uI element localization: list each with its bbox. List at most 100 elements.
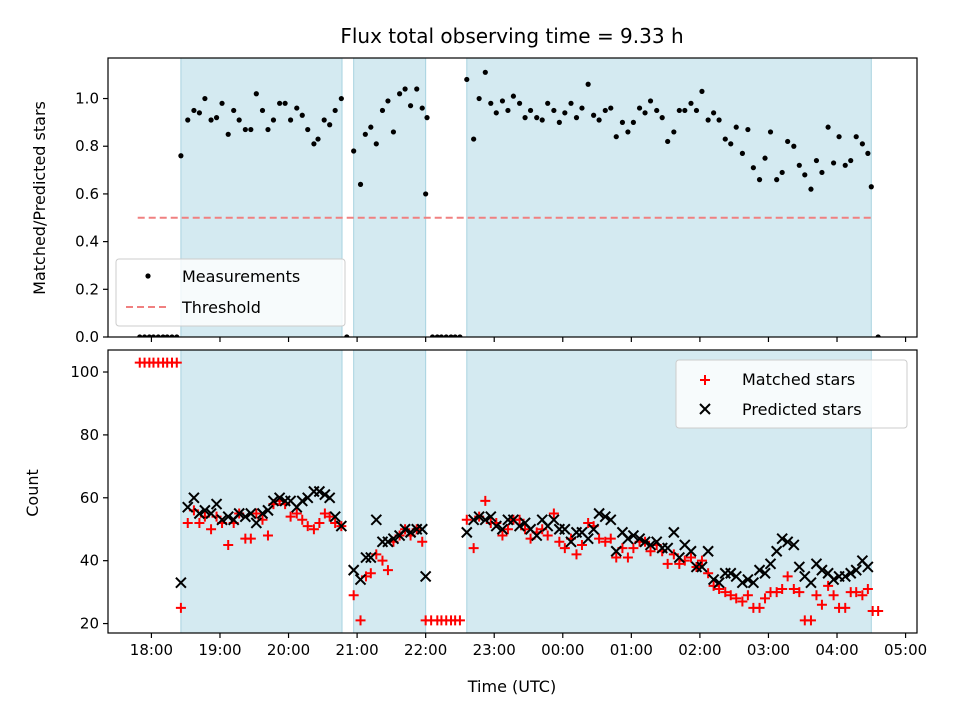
measurement-point <box>155 334 161 337</box>
measurement-point <box>551 107 557 114</box>
measurement-point <box>722 136 728 142</box>
measurement-point <box>779 169 785 176</box>
matched-stars-point <box>594 533 605 544</box>
predicted-stars-point <box>610 545 622 557</box>
measurement-point <box>647 98 654 104</box>
x-tick-label: 01:00 <box>610 641 653 659</box>
predicted-stars-point <box>736 576 749 589</box>
matched-stars-point <box>857 590 868 601</box>
predicted-stars-point <box>467 514 480 526</box>
predicted-stars-point <box>587 523 600 535</box>
measurement-point <box>636 105 643 111</box>
legend-matched-label: Matched stars <box>742 370 855 389</box>
predicted-stars-point <box>599 510 611 523</box>
matched-stars-point <box>377 555 388 566</box>
matched-stars-point <box>502 524 513 535</box>
matched-stars-point <box>314 517 325 528</box>
predicted-stars-point <box>753 564 766 576</box>
predicted-stars-point <box>644 539 657 551</box>
matched-stars-point <box>862 583 873 594</box>
x-tick-label: 19:00 <box>198 641 241 659</box>
legend-measurement-marker <box>145 273 151 279</box>
predicted-stars-point <box>702 545 714 557</box>
matched-stars-point <box>731 593 742 604</box>
y-tick-label: 0.4 <box>75 233 99 251</box>
measurement-point <box>169 334 175 337</box>
predicted-stars-point <box>205 507 217 520</box>
matched-stars-point <box>725 590 736 601</box>
predicted-stars-point <box>565 536 577 548</box>
x-tick-label: 23:00 <box>473 641 516 659</box>
bottom-ylabel: Count <box>23 469 42 517</box>
predicted-stars-point <box>770 545 783 557</box>
matched-stars-point <box>828 590 839 601</box>
measurement-point <box>315 136 321 142</box>
measurement-point <box>448 334 454 337</box>
predicted-stars-point <box>776 532 788 545</box>
matched-stars-point <box>840 602 851 613</box>
measurement-point <box>423 191 429 197</box>
measurement-point <box>150 334 157 337</box>
measurement-point <box>625 129 631 135</box>
measurement-point <box>174 334 180 337</box>
measurement-point <box>219 100 225 106</box>
predicted-stars-point <box>387 532 400 545</box>
measurement-point <box>868 184 874 190</box>
matched-stars-point <box>685 552 696 563</box>
predicted-stars-point <box>210 498 223 510</box>
measurement-point <box>825 124 831 130</box>
measurement-point <box>739 150 746 156</box>
measurement-point <box>859 141 865 147</box>
measurement-point <box>688 100 694 106</box>
legend-frame <box>115 258 346 327</box>
predicted-stars-point <box>479 514 492 526</box>
matched-stars-point <box>194 517 205 528</box>
predicted-stars-point <box>404 526 417 539</box>
matched-stars-point <box>461 514 472 525</box>
measurement-point <box>791 143 797 149</box>
measurement-point <box>390 129 397 135</box>
measurement-point <box>146 334 152 337</box>
predicted-stars-point <box>370 514 383 526</box>
measurement-point <box>527 107 534 114</box>
measurement-point <box>630 119 636 125</box>
matched-stars-point <box>583 517 594 528</box>
measurement-point <box>338 95 344 102</box>
y-tick-label: 80 <box>80 426 99 444</box>
measurement-point <box>438 334 445 337</box>
y-tick-label: 0.2 <box>75 280 99 298</box>
measurement-point <box>248 126 254 133</box>
matched-stars-point <box>760 593 771 604</box>
predicted-stars-point <box>365 551 377 564</box>
observing-interval-shade <box>353 349 427 634</box>
measurement-point <box>693 107 700 114</box>
matched-stars-point <box>805 615 816 626</box>
matched-stars-point <box>788 583 799 594</box>
matched-stars-point <box>542 530 553 541</box>
y-tick-label: 20 <box>80 615 99 633</box>
matched-stars-point <box>324 511 335 522</box>
legend-predicted-label: Predicted stars <box>742 400 862 419</box>
predicted-stars-point <box>473 510 485 523</box>
measurement-point <box>362 131 368 137</box>
measurement-point <box>671 129 677 135</box>
measurement-point <box>277 100 283 106</box>
measurement-point <box>242 126 248 133</box>
measurement-point <box>813 157 820 164</box>
y-tick-label: 100 <box>70 363 99 381</box>
matched-stars-point <box>355 615 366 626</box>
measurement-point <box>164 334 170 337</box>
measurement-point <box>573 115 580 121</box>
predicted-stars-point <box>461 526 473 539</box>
matched-stars-point <box>554 536 565 547</box>
measurement-point <box>836 134 842 140</box>
measurement-point <box>699 88 705 94</box>
measurement-point <box>796 162 802 168</box>
measurement-point <box>299 112 305 118</box>
measurement-point <box>178 153 184 159</box>
measurement-point <box>539 117 545 123</box>
predicted-stars-point <box>707 573 720 586</box>
measurement-point <box>225 131 231 137</box>
predicted-stars-point <box>548 514 560 526</box>
measurement-point <box>379 107 386 114</box>
